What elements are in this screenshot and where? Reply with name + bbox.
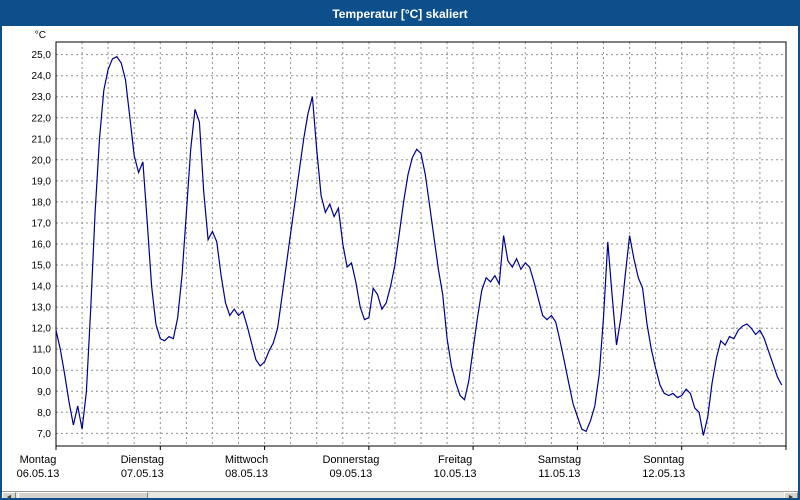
svg-text:Freitag: Freitag <box>438 454 472 466</box>
svg-text:7,0: 7,0 <box>37 429 51 440</box>
chart-area: 7,0 8,0 9,0 10,0 11,0 12,0 13,0 14,0 15,0 16,0 17,… <box>2 26 798 491</box>
gridlines <box>56 42 786 446</box>
scrollbar-thumb[interactable] <box>18 492 148 498</box>
svg-text:09.05.13: 09.05.13 <box>329 468 372 480</box>
plot-border <box>55 41 787 447</box>
svg-text:23,0: 23,0 <box>32 92 52 103</box>
svg-text:11.05.13: 11.05.13 <box>538 468 580 480</box>
svg-text:14,0: 14,0 <box>32 282 52 293</box>
temperature-chart: 7,0 8,0 9,0 10,0 11,0 12,0 13,0 14,0 15,0 16,0 17,… <box>17 30 787 480</box>
window-title: Temperatur [°C] skaliert <box>332 7 468 21</box>
x-axis-labels: Montag 06.05.13 Dienstag 07.05.13 Mittwoch 08… <box>17 446 787 480</box>
svg-text:20,0: 20,0 <box>32 155 52 166</box>
svg-text:Montag: Montag <box>20 454 57 466</box>
svg-text:12.05.13: 12.05.13 <box>642 468 685 480</box>
horizontal-scrollbar[interactable]: ◄ ► <box>2 491 798 498</box>
svg-text:08.05.13: 08.05.13 <box>225 468 268 480</box>
svg-text:25,0: 25,0 <box>32 50 52 61</box>
svg-text:24,0: 24,0 <box>32 71 52 82</box>
svg-text:Samstag: Samstag <box>538 454 581 466</box>
svg-text:22,0: 22,0 <box>32 113 52 124</box>
svg-text:8,0: 8,0 <box>37 408 51 419</box>
svg-text:12,0: 12,0 <box>32 324 52 335</box>
svg-text:15,0: 15,0 <box>32 261 52 272</box>
svg-text:Mittwoch: Mittwoch <box>225 454 268 466</box>
svg-text:Donnerstag: Donnerstag <box>322 454 379 466</box>
svg-text:10.05.13: 10.05.13 <box>434 468 477 480</box>
svg-text:13,0: 13,0 <box>32 303 52 314</box>
svg-text:Dienstag: Dienstag <box>121 454 164 466</box>
svg-text:21,0: 21,0 <box>32 134 52 145</box>
svg-text:18,0: 18,0 <box>32 197 52 208</box>
svg-text:06.05.13: 06.05.13 <box>17 468 60 480</box>
svg-text:9,0: 9,0 <box>37 387 51 398</box>
svg-text:19,0: 19,0 <box>32 176 52 187</box>
svg-text:17,0: 17,0 <box>32 219 52 230</box>
svg-text:Sonntag: Sonntag <box>643 454 684 466</box>
temperature-line <box>55 55 783 436</box>
svg-text:07.05.13: 07.05.13 <box>121 468 164 480</box>
svg-text:11,0: 11,0 <box>32 345 51 356</box>
scroll-left-icon[interactable]: ◄ <box>2 492 16 498</box>
y-axis-labels: 7,0 8,0 9,0 10,0 11,0 12,0 13,0 14,0 15,0 16,0 17,… <box>32 50 52 440</box>
svg-text:10,0: 10,0 <box>32 366 52 377</box>
svg-text:16,0: 16,0 <box>32 240 52 251</box>
scrollbar-track[interactable] <box>16 492 784 498</box>
scroll-right-icon[interactable]: ► <box>784 492 798 498</box>
y-axis-unit-label: °C <box>35 30 46 41</box>
window-titlebar: Temperatur [°C] skaliert <box>2 2 798 26</box>
